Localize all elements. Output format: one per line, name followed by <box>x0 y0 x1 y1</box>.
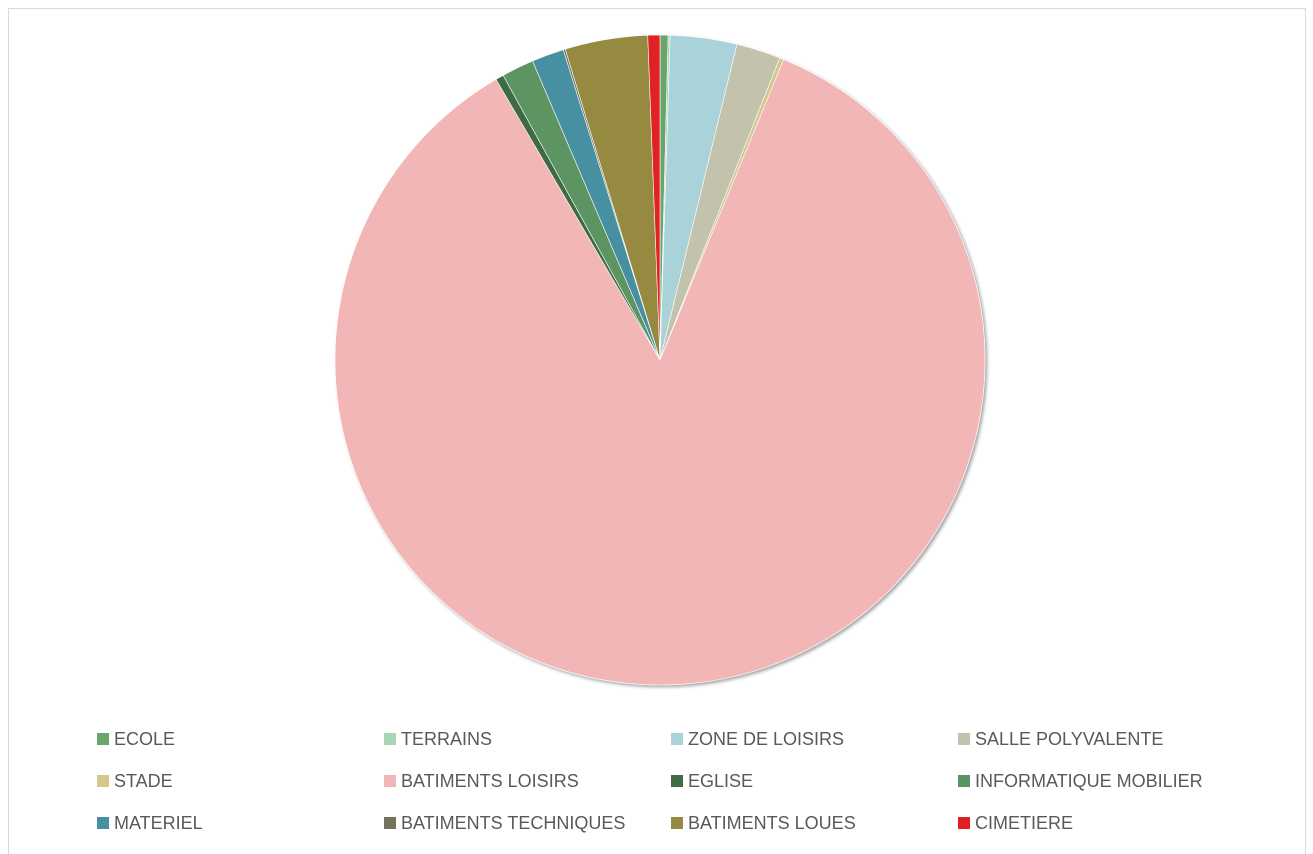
legend-label: MATERIEL <box>114 812 203 833</box>
legend-item-materiel: MATERIEL <box>97 811 384 835</box>
legend-item-cimetiere: CIMETIERE <box>958 811 1258 835</box>
legend-label: BATIMENTS LOISIRS <box>401 770 579 791</box>
legend-item-batiments-techniques: BATIMENTS TECHNIQUES <box>384 811 671 835</box>
pie-chart <box>334 34 986 686</box>
legend-swatch <box>958 775 970 787</box>
legend-swatch <box>671 817 683 829</box>
legend-label: BATIMENTS TECHNIQUES <box>401 812 626 833</box>
legend-item-ecole: ECOLE <box>97 727 384 751</box>
legend-swatch <box>384 775 396 787</box>
legend-swatch <box>384 733 396 745</box>
legend-swatch <box>958 817 970 829</box>
legend-label: BATIMENTS LOUES <box>688 812 856 833</box>
legend-label: STADE <box>114 770 173 791</box>
pie-slice-cimetiere <box>647 34 661 361</box>
legend-item-zone-de-loisirs: ZONE DE LOISIRS <box>671 727 958 751</box>
legend-item-batiments-loisirs: BATIMENTS LOISIRS <box>384 769 671 793</box>
legend-item-salle-polyvalente: SALLE POLYVALENTE <box>958 727 1258 751</box>
legend-swatch <box>384 817 396 829</box>
legend-label: ZONE DE LOISIRS <box>688 728 845 749</box>
legend-item-stade: STADE <box>97 769 384 793</box>
legend-swatch <box>671 733 683 745</box>
pie-slice-batiments-loisirs <box>334 59 986 686</box>
legend-swatch <box>97 817 109 829</box>
legend-label: CIMETIERE <box>975 812 1074 833</box>
legend-swatch <box>671 775 683 787</box>
legend-swatch <box>958 733 970 745</box>
legend-label: EGLISE <box>688 770 754 791</box>
legend-label: INFORMATIQUE MOBILIER <box>975 770 1203 791</box>
legend-swatch <box>97 775 109 787</box>
legend-item-eglise: EGLISE <box>671 769 958 793</box>
legend-label: TERRAINS <box>401 728 493 749</box>
legend-item-terrains: TERRAINS <box>384 727 671 751</box>
chart-legend: ECOLE TERRAINS ZONE DE LOISIRS SALLE POLYVA… <box>97 727 1297 853</box>
legend-item-informatique-mobilier: INFORMATIQUE MOBILIER <box>958 769 1258 793</box>
legend-swatch <box>97 733 109 745</box>
legend-item-batiments-loues: BATIMENTS LOUES <box>671 811 958 835</box>
legend-label: ECOLE <box>114 728 176 749</box>
legend-label: SALLE POLYVALENTE <box>975 728 1164 749</box>
